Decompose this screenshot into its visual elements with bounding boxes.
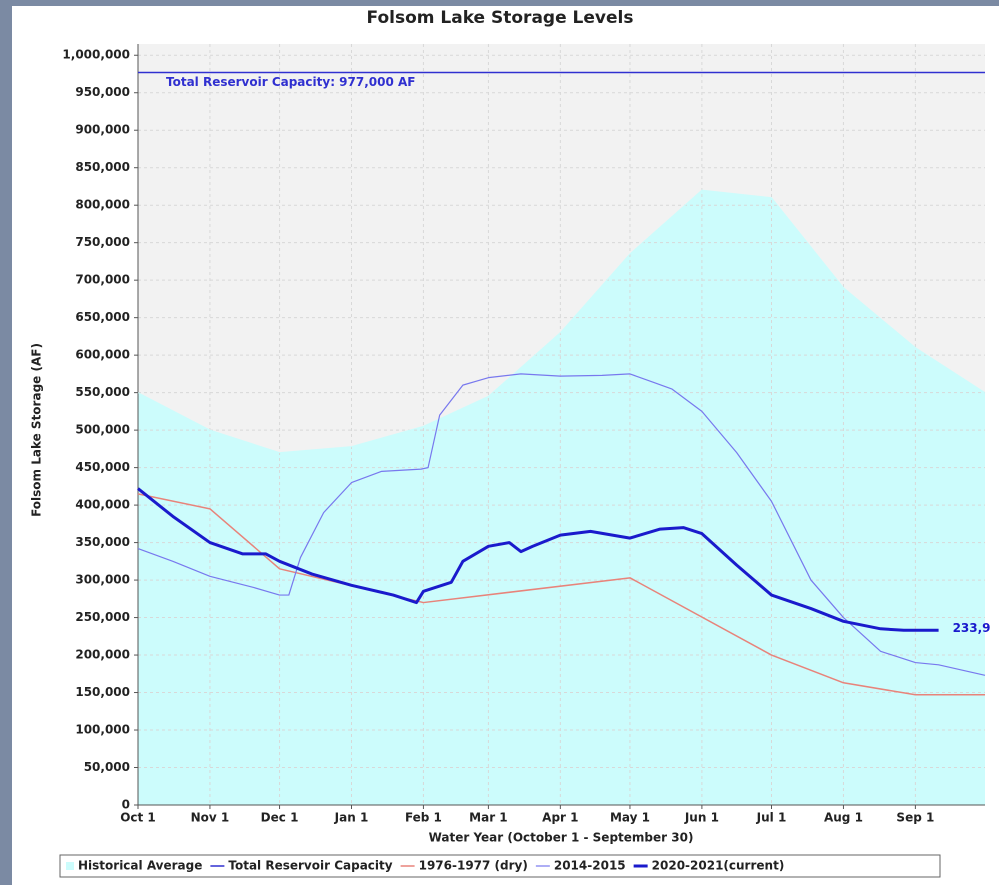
y-tick-label: 700,000	[75, 273, 130, 287]
y-tick-label: 350,000	[75, 535, 130, 549]
x-tick-label: Jul 1	[756, 811, 787, 825]
legend-label: Historical Average	[78, 859, 202, 873]
y-tick-label: 300,000	[75, 573, 130, 587]
line	[137, 493, 985, 696]
y-tick-label: 0	[122, 798, 130, 812]
y-tick-label: 150,000	[75, 685, 130, 699]
x-tick-label: Sep 1	[896, 811, 934, 825]
legend-label: Total Reservoir Capacity	[228, 859, 392, 873]
x-tick-label: Oct 1	[120, 811, 156, 825]
line	[137, 487, 939, 632]
y-tick-label: 400,000	[75, 498, 130, 512]
y-tick-label: 1,000,000	[62, 48, 130, 62]
x-tick-label: Nov 1	[191, 811, 230, 825]
x-tick-label: Apr 1	[542, 811, 578, 825]
y-axis-title: Folsom Lake Storage (AF)	[30, 343, 44, 517]
x-tick-label: Mar 1	[469, 811, 507, 825]
legend-swatch	[66, 862, 74, 870]
y-tick-label: 450,000	[75, 460, 130, 474]
y-tick-label: 50,000	[84, 760, 130, 774]
x-axis-title: Water Year (October 1 - September 30)	[429, 831, 694, 845]
line	[137, 373, 986, 676]
area-edge	[137, 189, 986, 454]
x-tick-label: Jun 1	[684, 811, 719, 825]
y-tick-label: 650,000	[75, 310, 130, 324]
x-tick-label: May 1	[610, 811, 650, 825]
annotation: Total Reservoir Capacity: 977,000 AF	[166, 75, 416, 89]
y-tick-label: 100,000	[75, 723, 130, 737]
legend-label: 2014-2015	[554, 859, 626, 873]
y-tick-label: 250,000	[75, 610, 130, 624]
y-tick-label: 900,000	[75, 123, 130, 137]
y-tick-label: 200,000	[75, 648, 130, 662]
x-tick-label: Dec 1	[261, 811, 299, 825]
x-tick-label: Jan 1	[334, 811, 369, 825]
y-tick-label: 550,000	[75, 385, 130, 399]
y-tick-label: 850,000	[75, 160, 130, 174]
chart-title: Folsom Lake Storage Levels	[367, 8, 634, 28]
y-tick-label: 950,000	[75, 85, 130, 99]
y-tick-label: 600,000	[75, 348, 130, 362]
y-tick-label: 750,000	[75, 235, 130, 249]
end-label: 233,9	[953, 621, 991, 635]
x-tick-label: Aug 1	[824, 811, 863, 825]
legend-label: 2020-2021(current)	[652, 859, 785, 873]
y-tick-label: 500,000	[75, 423, 130, 437]
legend-label: 1976-1977 (dry)	[419, 859, 528, 873]
legend-box	[59, 854, 941, 878]
area-fill	[138, 190, 985, 805]
y-tick-label: 800,000	[75, 198, 130, 212]
x-tick-label: Feb 1	[405, 811, 442, 825]
